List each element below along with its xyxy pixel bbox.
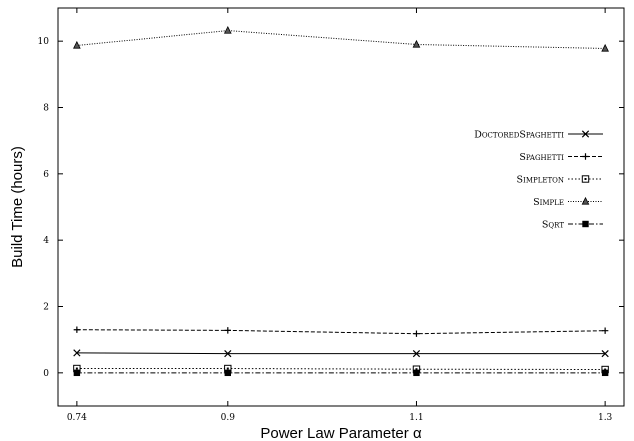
series-sqrt	[74, 370, 609, 376]
data-point	[602, 45, 608, 51]
data-point-dot	[76, 368, 78, 370]
data-point	[74, 370, 80, 376]
y-tick-label: 6	[43, 170, 49, 180]
x-tick-label: 0.9	[221, 413, 236, 423]
data-point	[225, 27, 231, 33]
data-point	[225, 327, 231, 333]
y-tick-label: 8	[43, 104, 49, 114]
legend-label: Sqrt	[542, 220, 564, 231]
legend-entry: Simple	[533, 197, 603, 208]
series-layer	[74, 27, 609, 376]
x-tick-label: 1.3	[598, 413, 613, 423]
y-tick-label: 0	[43, 369, 49, 379]
series-simple	[74, 27, 609, 51]
legend-entry: Spaghetti	[519, 152, 603, 163]
legend-label: Simpleton	[517, 175, 564, 186]
y-tick-label: 2	[43, 303, 49, 313]
data-point	[225, 370, 231, 376]
data-point	[413, 330, 419, 336]
data-point-dot	[227, 368, 229, 370]
y-tick-label: 4	[43, 236, 49, 246]
series-line	[77, 330, 605, 334]
legend-entry: Sqrt	[542, 220, 603, 231]
data-point	[413, 370, 419, 376]
y-axis: 0 2 4 6 8 10	[38, 37, 624, 379]
y-axis-title: Build Time (hours)	[9, 146, 26, 268]
data-point	[74, 327, 80, 333]
series-line	[77, 31, 605, 49]
series-line	[77, 369, 605, 370]
x-tick-label: 1.1	[409, 413, 423, 423]
legend-label: Simple	[533, 197, 564, 208]
x-axis-title: Power Law Parameter α	[260, 425, 422, 441]
data-point	[413, 41, 419, 47]
legend-label: Spaghetti	[519, 152, 564, 163]
legend-marker	[582, 153, 588, 159]
series-simpleton	[74, 365, 609, 372]
x-tick-label: 0.74	[67, 413, 87, 423]
legend-marker-dot	[585, 178, 587, 180]
series-spaghetti	[74, 327, 609, 337]
data-point	[602, 370, 608, 376]
series-doctoredspaghetti	[74, 350, 609, 357]
legend-marker	[582, 221, 588, 227]
legend-label: DoctoredSpaghetti	[474, 130, 564, 141]
legend-entry: DoctoredSpaghetti	[474, 130, 603, 141]
data-point	[602, 328, 608, 334]
x-axis: 0.74 0.9 1.1 1.3	[67, 8, 613, 423]
legend: DoctoredSpaghetti Spaghetti Simpleton Simpl…	[474, 130, 603, 231]
legend-entry: Simpleton	[517, 175, 603, 186]
y-tick-label: 10	[38, 37, 50, 47]
data-point	[74, 42, 80, 48]
series-line	[77, 353, 605, 354]
